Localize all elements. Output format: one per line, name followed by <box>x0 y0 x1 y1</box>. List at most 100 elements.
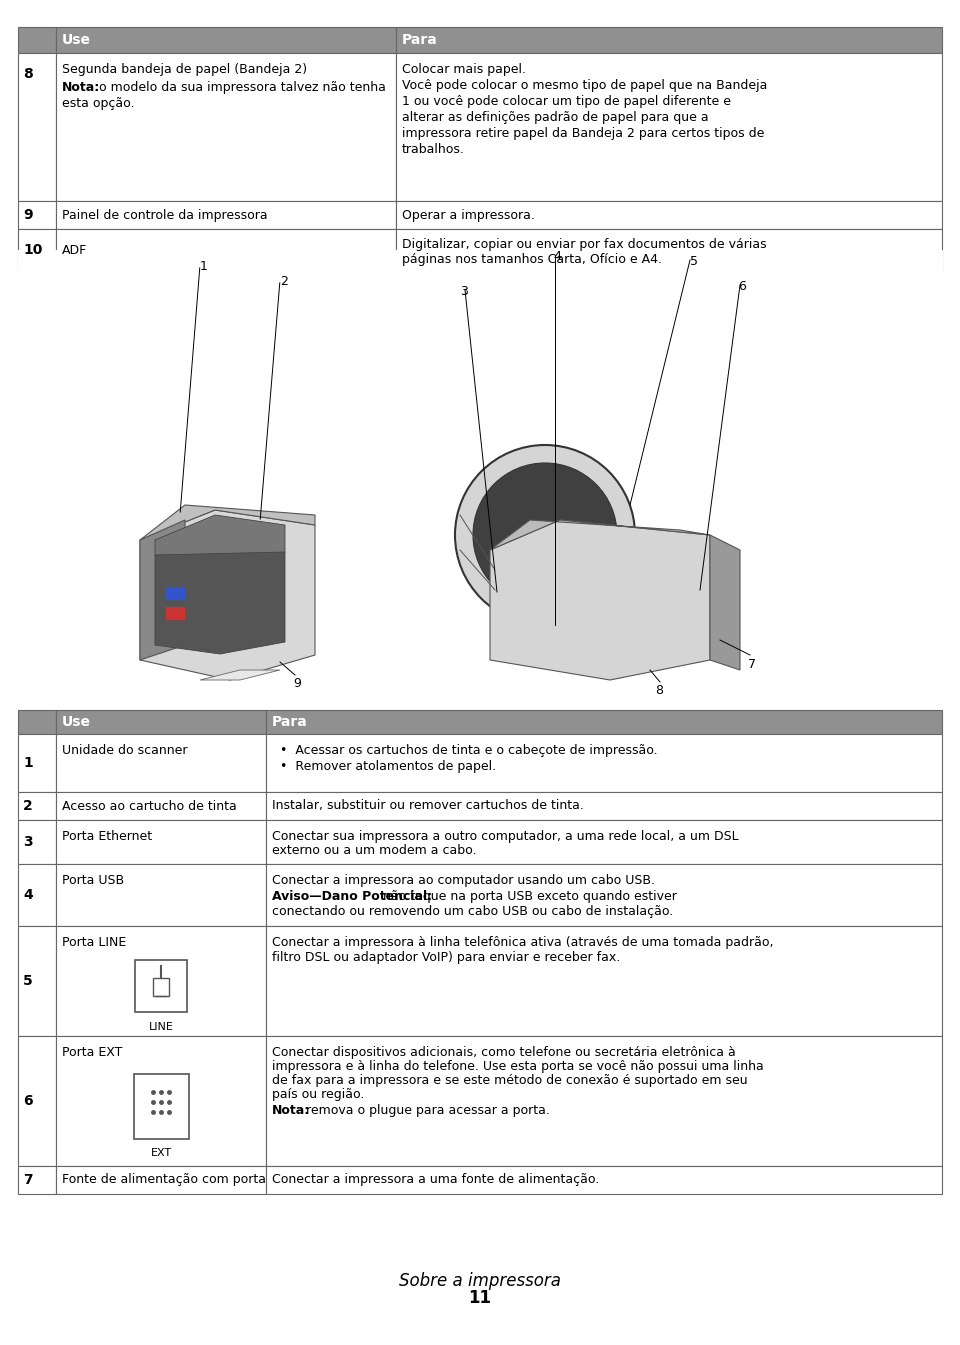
Text: Use: Use <box>62 716 91 729</box>
Bar <box>266 1036 942 1166</box>
Bar <box>18 710 56 734</box>
Text: Fonte de alimentação com porta: Fonte de alimentação com porta <box>62 1173 266 1186</box>
Bar <box>18 792 56 820</box>
Text: Nota:: Nota: <box>272 1104 310 1116</box>
Text: não toque na porta USB exceto quando estiver: não toque na porta USB exceto quando est… <box>379 890 677 902</box>
Text: Conectar sua impressora a outro computador, a uma rede local, a um DSL: Conectar sua impressora a outro computad… <box>272 830 738 843</box>
Text: 6: 6 <box>738 280 746 293</box>
Text: Para: Para <box>402 34 438 47</box>
Bar <box>18 250 942 699</box>
Bar <box>56 200 396 229</box>
Bar <box>56 1166 266 1194</box>
Text: trabalhos.: trabalhos. <box>402 143 465 156</box>
Bar <box>396 229 942 270</box>
Text: Use: Use <box>62 34 91 47</box>
Text: conectando ou removendo um cabo USB ou cabo de instalação.: conectando ou removendo um cabo USB ou c… <box>272 905 673 919</box>
Bar <box>266 710 942 734</box>
Text: 7: 7 <box>748 658 756 671</box>
Bar <box>18 1166 56 1194</box>
Polygon shape <box>140 521 185 660</box>
Text: Porta USB: Porta USB <box>62 874 124 886</box>
Bar <box>56 52 396 200</box>
Bar <box>549 527 561 534</box>
Bar <box>534 543 546 551</box>
Text: impressora e à linha do telefone. Use esta porta se você não possui uma linha: impressora e à linha do telefone. Use es… <box>272 1060 764 1073</box>
Text: Painel de controle da impressora: Painel de controle da impressora <box>62 208 268 222</box>
Polygon shape <box>200 670 280 681</box>
Text: 5: 5 <box>690 256 698 268</box>
Text: 7: 7 <box>23 1173 33 1188</box>
Text: externo ou a um modem a cabo.: externo ou a um modem a cabo. <box>272 845 476 857</box>
Bar <box>266 734 942 792</box>
Text: EXT: EXT <box>151 1149 172 1158</box>
Polygon shape <box>140 510 315 681</box>
Text: LINE: LINE <box>149 1022 174 1032</box>
Text: Conectar a impressora a uma fonte de alimentação.: Conectar a impressora a uma fonte de ali… <box>272 1173 599 1186</box>
Text: Você pode colocar o mesmo tipo de papel que na Bandeja: Você pode colocar o mesmo tipo de papel … <box>402 79 767 91</box>
Text: 8: 8 <box>655 685 663 697</box>
Text: 4: 4 <box>553 250 561 264</box>
Bar <box>266 792 942 820</box>
Bar <box>18 925 56 1036</box>
Text: esta opção.: esta opção. <box>62 97 134 110</box>
Polygon shape <box>140 504 315 539</box>
Text: Segunda bandeja de papel (Bandeja 2): Segunda bandeja de papel (Bandeja 2) <box>62 63 307 77</box>
Bar <box>56 27 396 52</box>
Text: Sobre a impressora: Sobre a impressora <box>399 1272 561 1290</box>
Text: Conectar a impressora ao computador usando um cabo USB.: Conectar a impressora ao computador usan… <box>272 874 655 886</box>
Text: 1 ou você pode colocar um tipo de papel diferente e: 1 ou você pode colocar um tipo de papel … <box>402 95 731 108</box>
Text: 9: 9 <box>23 208 33 222</box>
Text: 9: 9 <box>293 677 300 690</box>
Polygon shape <box>490 521 710 681</box>
Text: Porta LINE: Porta LINE <box>62 936 127 950</box>
Text: Acesso ao cartucho de tinta: Acesso ao cartucho de tinta <box>62 799 237 812</box>
Text: Aviso—Dano Potencial:: Aviso—Dano Potencial: <box>272 890 432 902</box>
Bar <box>396 27 942 52</box>
Text: 10: 10 <box>23 243 42 257</box>
Bar <box>135 960 187 1011</box>
Bar <box>56 229 396 270</box>
Text: ADF: ADF <box>62 243 87 257</box>
Text: 1: 1 <box>23 756 33 769</box>
Bar <box>266 820 942 863</box>
Text: Conectar a impressora à linha telefônica ativa (através de uma tomada padrão,: Conectar a impressora à linha telefônica… <box>272 936 774 950</box>
Text: Operar a impressora.: Operar a impressora. <box>402 208 535 222</box>
Bar <box>56 925 266 1036</box>
Text: páginas nos tamanhos Carta, Ofício e A4.: páginas nos tamanhos Carta, Ofício e A4. <box>402 253 662 266</box>
Bar <box>18 52 56 200</box>
Bar <box>519 527 531 534</box>
Text: 8: 8 <box>23 67 33 81</box>
Text: alterar as definições padrão de papel para que a: alterar as definições padrão de papel pa… <box>402 112 708 124</box>
Bar <box>18 1036 56 1166</box>
Bar <box>18 229 56 270</box>
Bar <box>56 734 266 792</box>
Text: 3: 3 <box>23 835 33 849</box>
Text: Unidade do scanner: Unidade do scanner <box>62 744 187 757</box>
Text: Colocar mais papel.: Colocar mais papel. <box>402 63 526 77</box>
Bar <box>266 1166 942 1194</box>
Text: remova o plugue para acessar a porta.: remova o plugue para acessar a porta. <box>302 1104 550 1116</box>
Bar <box>18 863 56 925</box>
Text: o modelo da sua impressora talvez não tenha: o modelo da sua impressora talvez não te… <box>95 81 386 94</box>
Bar <box>549 543 561 551</box>
Text: Porta Ethernet: Porta Ethernet <box>62 830 152 843</box>
Bar <box>56 792 266 820</box>
Text: de fax para a impressora e se este método de conexão é suportado em seu: de fax para a impressora e se este métod… <box>272 1075 748 1087</box>
Text: Para: Para <box>272 716 308 729</box>
Bar <box>153 978 169 997</box>
Text: Conectar dispositivos adicionais, como telefone ou secretária eletrônica à: Conectar dispositivos adicionais, como t… <box>272 1046 735 1059</box>
Text: 11: 11 <box>468 1289 492 1307</box>
Bar <box>165 586 185 600</box>
Text: 3: 3 <box>460 285 468 299</box>
Text: •  Acessar os cartuchos de tinta e o cabeçote de impressão.: • Acessar os cartuchos de tinta e o cabe… <box>280 744 658 757</box>
Bar <box>56 1036 266 1166</box>
Bar <box>396 200 942 229</box>
Text: 2: 2 <box>23 799 33 812</box>
Bar <box>266 863 942 925</box>
Bar <box>18 820 56 863</box>
Bar <box>56 820 266 863</box>
Text: 1: 1 <box>200 260 208 273</box>
Text: 4: 4 <box>23 888 33 902</box>
Polygon shape <box>155 542 285 654</box>
Text: Porta EXT: Porta EXT <box>62 1046 122 1059</box>
